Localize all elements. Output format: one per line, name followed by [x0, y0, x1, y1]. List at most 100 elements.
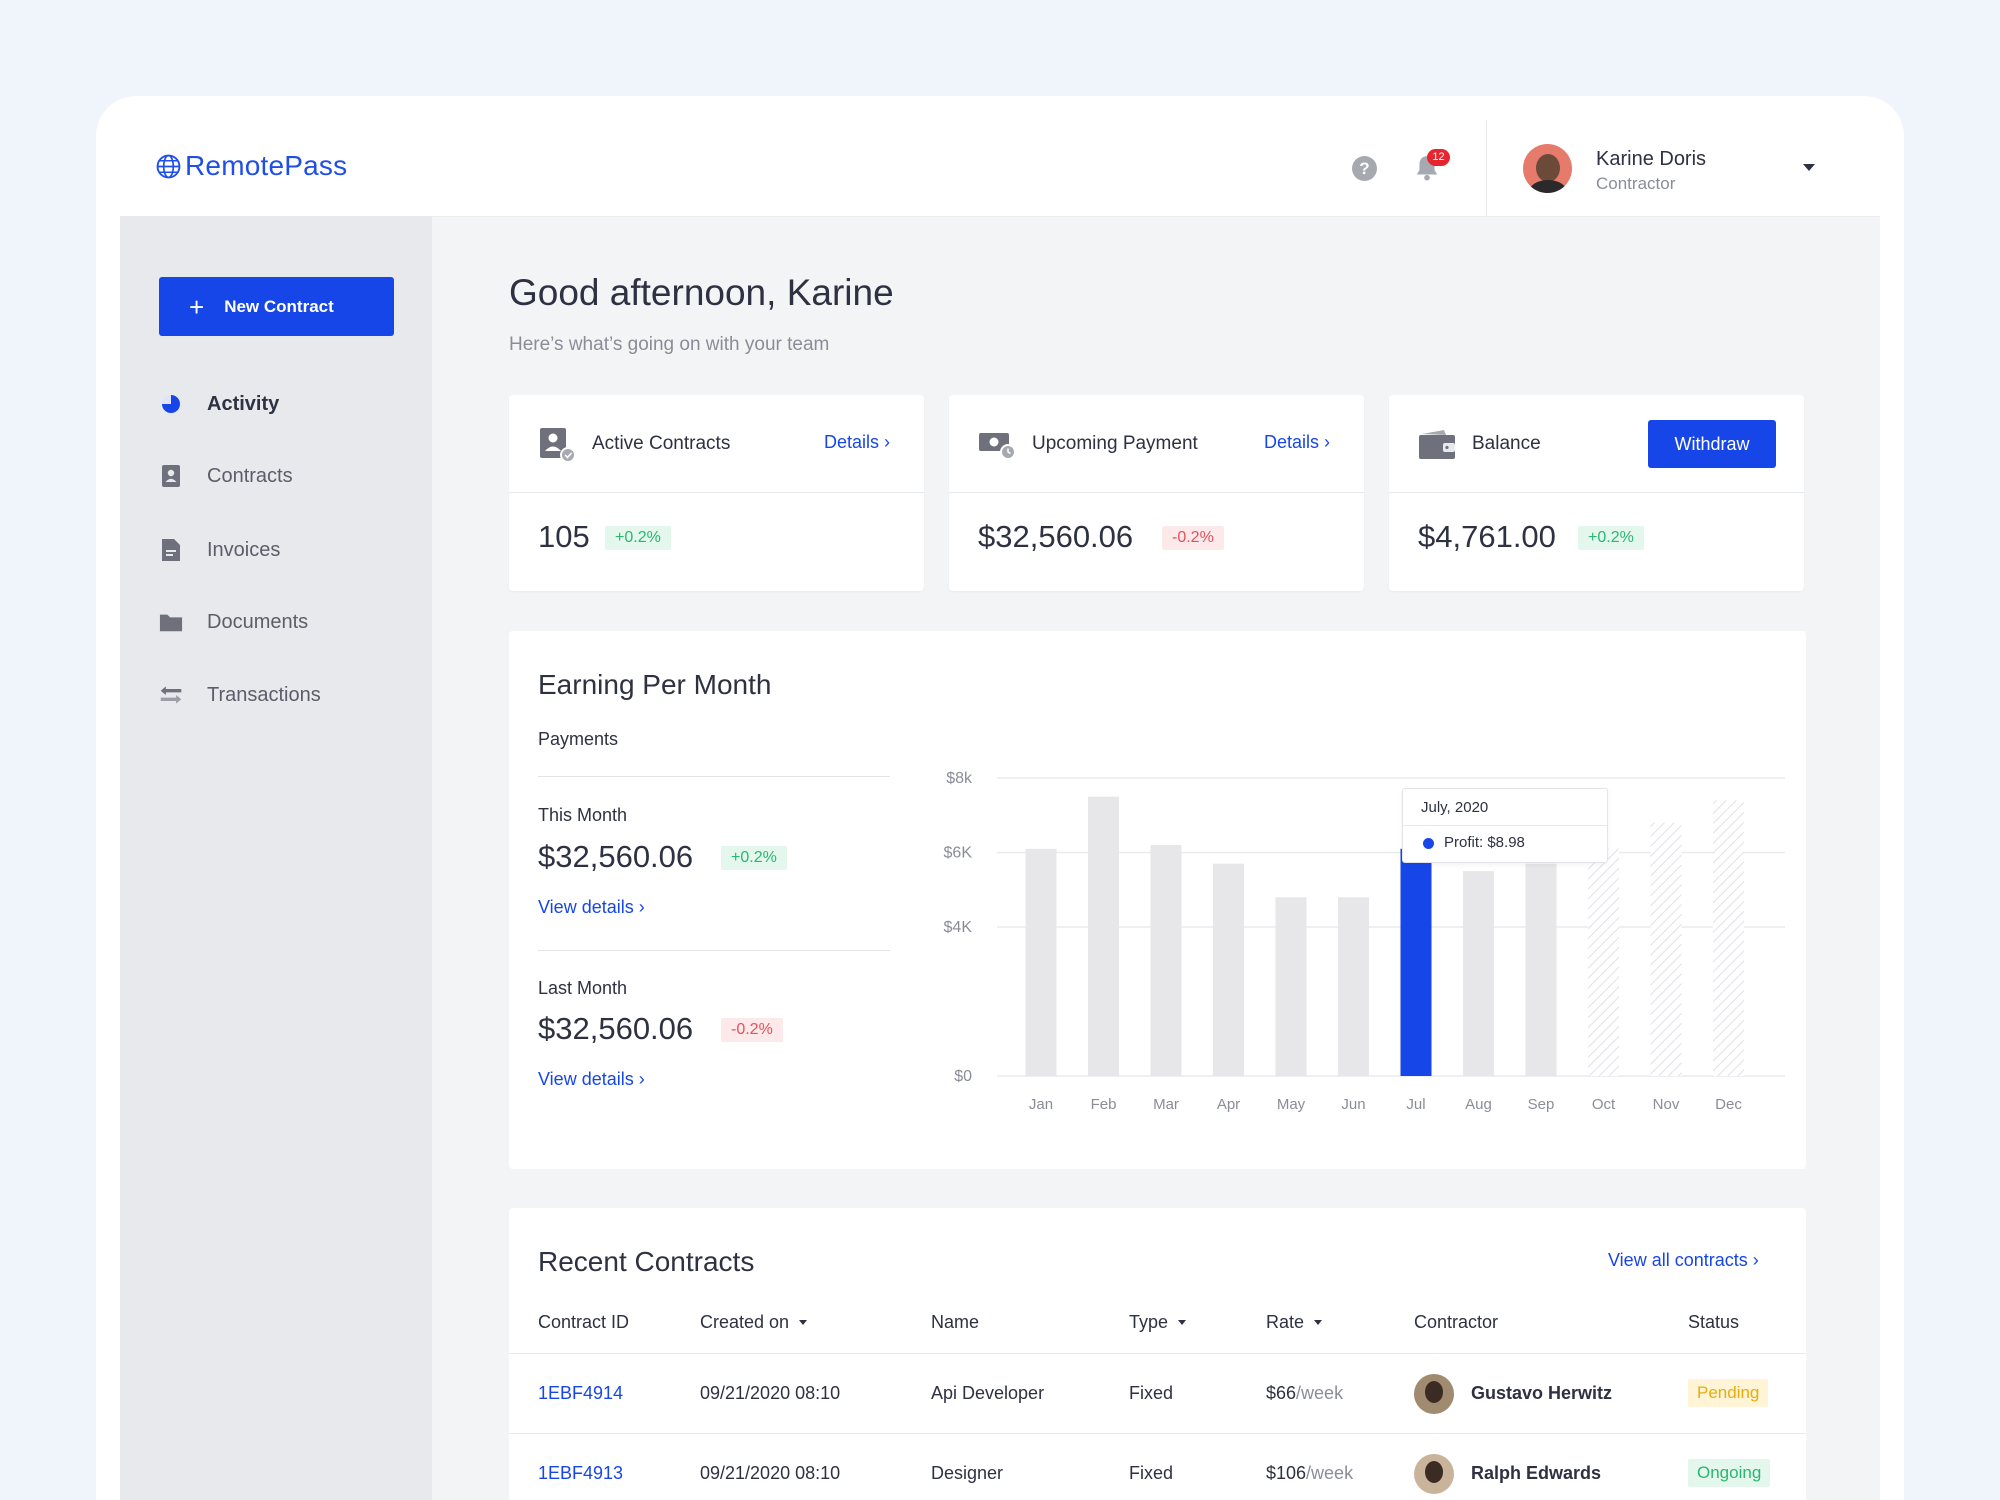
payment-icon: [979, 433, 1016, 460]
sidebar-item-invoices[interactable]: Invoices: [159, 538, 280, 562]
bar-jun[interactable]: [1338, 897, 1369, 1076]
x-tick-label: Mar: [1153, 1096, 1179, 1113]
active-contracts-card: Active Contracts Details › 105 +0.2%: [509, 395, 924, 591]
x-tick-label: Aug: [1465, 1096, 1492, 1113]
card-title: Active Contracts: [592, 433, 731, 454]
avatar: [1414, 1374, 1454, 1414]
bar-sep[interactable]: [1525, 863, 1557, 1076]
view-all-contracts-link[interactable]: View all contracts ›: [1608, 1250, 1759, 1270]
card-value: $4,761.00: [1418, 519, 1556, 554]
table-divider: [509, 1353, 1806, 1354]
card-header: Balance Withdraw: [1389, 395, 1804, 493]
column-header-contract-id[interactable]: Contract ID: [538, 1312, 630, 1332]
card-title: Balance: [1472, 433, 1541, 454]
contract-rate: $66/week: [1266, 1383, 1344, 1403]
new-contract-button[interactable]: + New Contract: [159, 277, 394, 336]
legend-dot: [1423, 838, 1434, 849]
user-name[interactable]: Karine Doris: [1596, 148, 1707, 170]
details-link[interactable]: Details ›: [824, 432, 891, 452]
x-tick-label: Jan: [1029, 1096, 1053, 1113]
column-header-type[interactable]: Type: [1129, 1312, 1187, 1333]
sort-icon: [1314, 1320, 1323, 1325]
sidebar-item-label: Contracts: [207, 464, 293, 487]
user-avatar[interactable]: [1523, 144, 1572, 193]
bar-feb[interactable]: [1088, 796, 1119, 1076]
details-link[interactable]: Details ›: [1264, 432, 1331, 452]
top-header: RemotePass ? 12 Karine Doris Contractor: [120, 120, 1880, 217]
last-month-value: $32,560.06: [538, 1011, 694, 1046]
sidebar-item-transactions[interactable]: Transactions: [159, 683, 321, 707]
sort-icon: [1178, 1320, 1187, 1325]
column-header-contractor[interactable]: Contractor: [1414, 1312, 1499, 1332]
card-header: Active Contracts Details ›: [509, 395, 924, 493]
sidebar-item-label: Invoices: [207, 538, 281, 561]
card-header: Upcoming Payment Details ›: [949, 395, 1364, 493]
withdraw-button[interactable]: Withdraw: [1648, 420, 1776, 468]
recent-contracts-card: Recent Contracts View all contracts › Co…: [509, 1208, 1806, 1500]
view-details-link[interactable]: View details ›: [538, 897, 645, 917]
sidebar: + New Contract Activity Contracts Invoic…: [120, 217, 432, 1500]
logo-text: RemotePass: [185, 150, 348, 181]
notification-badge: 12: [1427, 149, 1450, 166]
sidebar-item-contracts[interactable]: Contracts: [159, 464, 293, 488]
section-title: Recent Contracts: [538, 1246, 755, 1277]
plus-icon: +: [189, 291, 205, 322]
last-month-label: Last Month: [538, 978, 628, 998]
column-header-name[interactable]: Name: [931, 1312, 980, 1332]
x-tick-label: Jun: [1341, 1096, 1365, 1113]
bar-mar[interactable]: [1150, 845, 1182, 1076]
created-on: 09/21/2020 08:10: [700, 1463, 841, 1483]
change-badge: +0.2%: [605, 526, 671, 550]
help-icon[interactable]: ?: [1352, 156, 1377, 181]
contract-icon: [159, 464, 183, 488]
bar-jul[interactable]: [1400, 848, 1432, 1076]
chart-title: Earning Per Month: [538, 669, 772, 700]
contract-name: Designer: [931, 1463, 1004, 1483]
contract-id-link[interactable]: 1EBF4914: [538, 1383, 624, 1403]
bar-aug[interactable]: [1463, 871, 1494, 1076]
bar-dec[interactable]: [1713, 800, 1744, 1076]
card-value: $32,560.06: [978, 519, 1134, 554]
bar-oct[interactable]: [1588, 848, 1619, 1076]
contractor-name: Ralph Edwards: [1471, 1463, 1602, 1483]
contract-rate: $106/week: [1266, 1463, 1354, 1483]
user-role: Contractor: [1596, 174, 1676, 193]
x-tick-label: Jul: [1406, 1096, 1425, 1113]
view-details-link[interactable]: View details ›: [538, 1069, 645, 1089]
wallet-icon: [1419, 430, 1455, 459]
column-header-rate[interactable]: Rate: [1266, 1312, 1323, 1333]
bar-nov[interactable]: [1650, 822, 1682, 1076]
bar-apr[interactable]: [1213, 863, 1244, 1076]
earning-bar-chart: $0 $4K $6K $8k Jan Feb Mar Apr May Jun Jul Aug Sep Oc…: [944, 770, 1785, 1113]
sidebar-item-activity[interactable]: Activity: [159, 392, 279, 416]
avatar: [1414, 1454, 1454, 1494]
y-tick-label: $8k: [946, 770, 973, 787]
folder-icon: [159, 610, 183, 634]
column-header-status[interactable]: Status: [1688, 1312, 1740, 1332]
contract-type: Fixed: [1129, 1463, 1174, 1483]
balance-card: Balance Withdraw $4,761.00 +0.2%: [1389, 395, 1804, 591]
x-tick-label: Nov: [1653, 1096, 1680, 1113]
x-tick-label: Oct: [1592, 1096, 1616, 1113]
app-window: RemotePass ? 12 Karine Doris Contractor …: [120, 120, 1880, 1500]
transfer-icon: [159, 683, 183, 707]
column-header-created-on[interactable]: Created on: [700, 1312, 808, 1333]
activity-icon: [159, 392, 183, 416]
contract-id-link[interactable]: 1EBF4913: [538, 1463, 624, 1483]
payments-label: Payments: [538, 729, 619, 749]
tooltip-title: July, 2020: [1421, 799, 1489, 816]
x-tick-label: May: [1277, 1096, 1306, 1113]
bar-jan[interactable]: [1025, 848, 1057, 1076]
upcoming-payment-card: Upcoming Payment Details › $32,560.06 -0…: [949, 395, 1364, 591]
contract-icon: [540, 428, 576, 463]
sidebar-item-documents[interactable]: Documents: [159, 610, 308, 634]
divider: [538, 776, 890, 777]
chevron-down-icon[interactable]: [1803, 164, 1815, 171]
card-value: 105: [538, 519, 590, 554]
bar-may[interactable]: [1275, 897, 1307, 1076]
sidebar-item-label: Activity: [207, 392, 280, 415]
contract-type: Fixed: [1129, 1383, 1174, 1403]
divider: [538, 950, 890, 951]
logo[interactable]: RemotePass: [156, 150, 347, 182]
y-tick-label: $6K: [944, 845, 973, 862]
